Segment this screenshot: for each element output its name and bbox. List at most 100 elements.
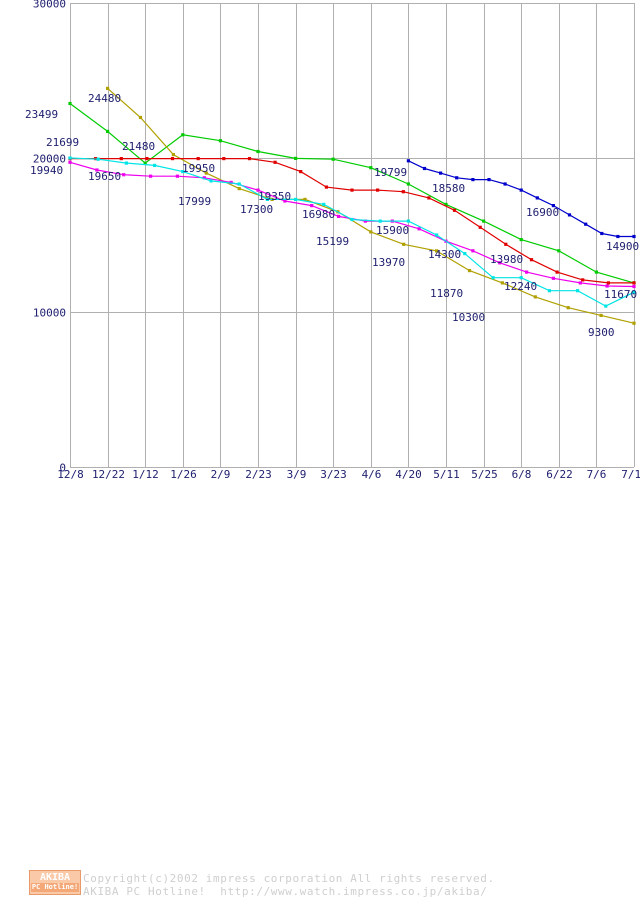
data-point-label: 17999 (178, 195, 211, 208)
akiba-logo-line2: PC Hotline! (31, 883, 79, 892)
akiba-logo: AKIBA PC Hotline! (29, 870, 81, 895)
data-point (401, 190, 405, 194)
data-point-label: 16980 (302, 208, 335, 221)
x-axis-tick-label: 2/9 (211, 468, 231, 480)
data-point (605, 284, 609, 288)
data-point (567, 213, 572, 217)
data-point (406, 182, 410, 186)
data-point-label: 15199 (316, 235, 349, 248)
data-point (229, 180, 233, 184)
y-axis-tick-label: 10000 (33, 307, 66, 320)
data-point (324, 185, 328, 189)
data-point-label: 14900 (606, 240, 639, 253)
data-point-label: 19940 (30, 164, 63, 177)
data-point (119, 157, 123, 161)
data-point-label: 11870 (430, 287, 463, 300)
akiba-logo-line1: AKIBA (39, 872, 71, 883)
data-point (237, 182, 241, 186)
data-point (435, 249, 439, 253)
data-point (222, 157, 226, 161)
data-point (463, 252, 467, 256)
data-point (256, 188, 260, 192)
data-point (491, 276, 495, 280)
data-point-label: 16900 (526, 206, 559, 219)
data-point (498, 261, 502, 265)
data-point (632, 321, 636, 325)
x-axis-tick-label: 6/22 (546, 468, 573, 480)
data-point (209, 179, 213, 183)
x-axis-tick-label: 2/23 (245, 468, 272, 480)
data-point-label: 23499 (25, 108, 58, 121)
data-point (322, 202, 326, 206)
data-point (138, 115, 143, 120)
copyright-line: Copyright(c)2002 impress corporation All… (83, 872, 495, 885)
data-point (256, 149, 260, 154)
data-point (95, 168, 99, 172)
x-axis-tick-label: 12/22 (92, 468, 125, 480)
data-point (604, 304, 608, 308)
data-point-label: 14300 (428, 248, 461, 261)
data-point (202, 176, 206, 180)
data-point (555, 270, 559, 274)
data-point (303, 197, 307, 201)
y-axis-tick-label: 0 (59, 462, 66, 475)
data-point (294, 156, 298, 160)
data-point (376, 188, 380, 192)
data-point (551, 204, 555, 208)
data-point (363, 219, 367, 223)
data-point (406, 219, 410, 223)
data-point-label: 19350 (258, 190, 291, 203)
data-point (616, 234, 620, 239)
data-point-label: 11670 (604, 288, 637, 301)
data-point-label: 19950 (182, 162, 215, 175)
data-point (350, 188, 354, 192)
y-axis-tick-label: 30000 (33, 0, 66, 11)
x-axis-tick-label: 5/11 (433, 468, 460, 480)
data-point (149, 174, 153, 178)
data-point (273, 160, 277, 164)
x-axis-tick-label: 3/9 (287, 468, 307, 480)
data-point-label: 10300 (452, 311, 485, 324)
data-point (427, 196, 431, 200)
data-point (632, 281, 636, 285)
data-point-label: 13970 (372, 256, 405, 269)
data-point (529, 258, 534, 262)
data-point (68, 160, 72, 164)
y-axis-tick-label: 20000 (33, 153, 66, 166)
data-point (422, 166, 427, 171)
data-point (471, 178, 475, 182)
data-point (452, 208, 457, 212)
data-point (606, 281, 610, 285)
data-point (294, 197, 298, 201)
data-point (124, 161, 128, 165)
data-point (578, 281, 582, 285)
data-point (576, 289, 580, 293)
data-point (444, 202, 448, 206)
data-point (181, 170, 185, 174)
data-point (600, 231, 604, 236)
x-axis-tick-label: 12/8 (57, 468, 84, 480)
data-point (478, 225, 482, 229)
data-point-label: 13980 (490, 253, 523, 266)
data-point (584, 222, 588, 226)
data-point (331, 157, 335, 161)
x-axis-tick-label: 1/26 (170, 468, 197, 480)
data-point (557, 249, 561, 253)
data-point (204, 171, 208, 175)
data-point (337, 214, 341, 218)
data-point (435, 233, 439, 237)
data-point (299, 170, 303, 174)
data-point (171, 153, 175, 157)
x-axis-tick-label: 5/25 (471, 468, 498, 480)
data-point (283, 199, 287, 203)
data-point (369, 230, 373, 234)
data-point (369, 166, 373, 170)
series-cyan (68, 156, 636, 308)
data-point (122, 173, 126, 177)
data-point (632, 284, 636, 289)
data-point (632, 290, 636, 294)
data-point (519, 238, 523, 242)
data-point-label: 19799 (374, 166, 407, 179)
data-point (402, 242, 406, 246)
data-point (519, 276, 523, 280)
